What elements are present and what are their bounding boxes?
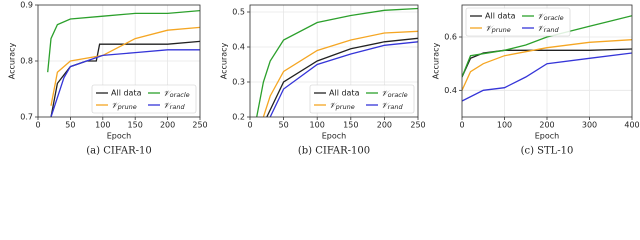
x-tick-label: 250: [192, 121, 207, 130]
y-tick-label: 0.6: [444, 33, 457, 42]
series-line: [269, 41, 418, 117]
x-tick-label: 100: [310, 121, 325, 130]
legend-label: 𝒱rand: [163, 101, 185, 112]
x-tick-label: 50: [279, 121, 289, 130]
series-line: [262, 30, 418, 117]
series-line: [462, 39, 632, 91]
y-tick-label: 0.7: [20, 113, 33, 122]
plot-frame: [461, 4, 633, 118]
x-tick-label: 200: [539, 121, 554, 130]
x-tick-label: 0: [247, 121, 252, 130]
legend-label: 𝒱oracle: [163, 89, 190, 100]
y-axis-label: Accuracy: [8, 42, 17, 79]
x-tick-label: 50: [65, 121, 75, 130]
y-tick-label: 0.3: [232, 78, 245, 87]
series-line: [266, 37, 418, 117]
x-axis-label: Epoch: [107, 132, 132, 141]
series-line: [47, 9, 200, 73]
y-tick-label: 0.9: [20, 1, 33, 10]
x-tick-label: 0: [459, 121, 464, 130]
y-tick-label: 0.5: [232, 8, 245, 17]
legend-label: All data: [111, 89, 142, 98]
legend-box: [309, 84, 415, 114]
legend-label: 𝒱rand: [537, 24, 559, 35]
legend-box: [465, 7, 571, 37]
x-tick-label: 300: [582, 121, 597, 130]
y-tick-label: 0.8: [20, 57, 33, 66]
legend-label: 𝒱prune: [111, 101, 137, 112]
series-line: [50, 40, 200, 117]
y-tick-label: 0.4: [444, 86, 457, 95]
legend-label: All data: [329, 89, 360, 98]
y-axis-label: Accuracy: [220, 42, 229, 79]
y-tick-label: 0.4: [232, 43, 245, 52]
legend-label: 𝒱prune: [485, 24, 511, 35]
legend-label: 𝒱rand: [381, 101, 403, 112]
legend-label: 𝒱oracle: [537, 12, 564, 23]
x-tick-label: 200: [160, 121, 175, 130]
x-tick-label: 150: [128, 121, 143, 130]
caption: (c) STL-10: [521, 146, 574, 157]
x-tick-label: 0: [35, 121, 40, 130]
x-tick-label: 250: [410, 121, 425, 130]
series-line: [462, 15, 632, 78]
legend-box: [91, 84, 197, 114]
x-tick-label: 200: [377, 121, 392, 130]
x-tick-label: 150: [343, 121, 358, 130]
legend-label: 𝒱oracle: [381, 89, 408, 100]
x-tick-label: 100: [497, 121, 512, 130]
y-axis-label: Accuracy: [432, 42, 441, 79]
figure: 0.7 0.8 0.9 0 50 100 150 200 250 All data 𝒱prune 𝒱o…: [8, 1, 640, 157]
series-line: [256, 7, 418, 117]
series-line: [50, 49, 200, 117]
x-axis-label: Epoch: [322, 132, 347, 141]
series-line: [462, 52, 632, 102]
plot-frame: [37, 4, 201, 118]
legend-label: 𝒱prune: [329, 101, 355, 112]
legend-label: All data: [485, 12, 516, 21]
caption: (b) CIFAR-100: [298, 146, 370, 157]
x-tick-label: 100: [95, 121, 110, 130]
y-tick-label: 0.2: [232, 113, 245, 122]
x-tick-label: 400: [624, 121, 639, 130]
x-axis-label: Epoch: [535, 132, 560, 141]
caption: (a) CIFAR-10: [86, 146, 151, 157]
plot-frame: [249, 4, 419, 118]
